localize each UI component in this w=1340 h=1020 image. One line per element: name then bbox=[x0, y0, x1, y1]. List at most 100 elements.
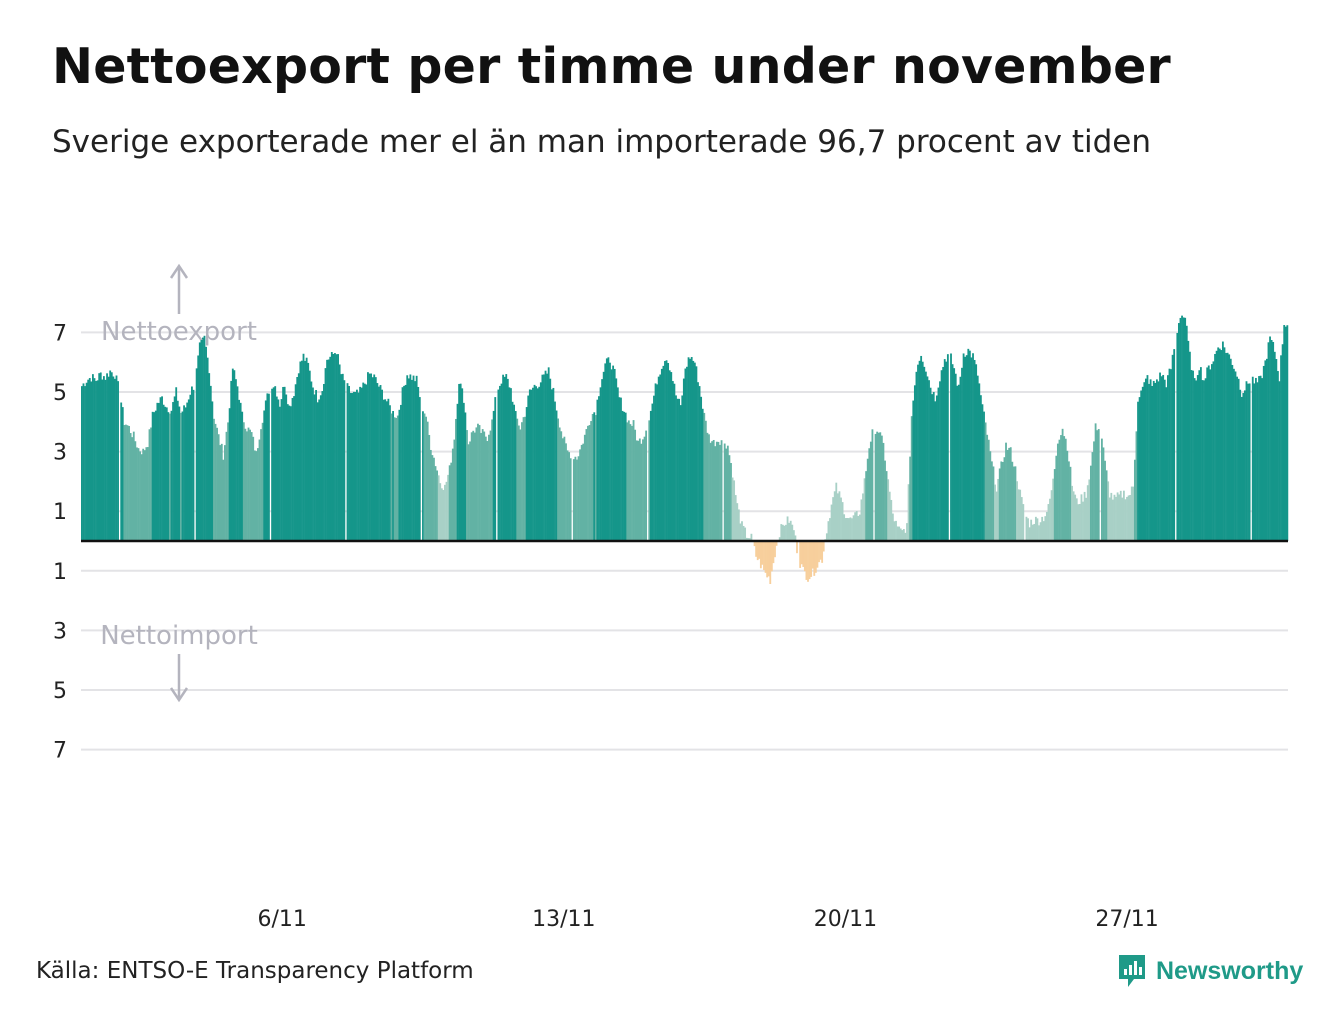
bar bbox=[1258, 376, 1260, 541]
bar bbox=[599, 387, 602, 541]
bar bbox=[1001, 462, 1004, 541]
bar bbox=[1232, 368, 1235, 541]
bar bbox=[352, 391, 355, 541]
bar bbox=[1006, 449, 1009, 541]
bar bbox=[536, 388, 539, 541]
bar bbox=[1107, 481, 1110, 541]
bar bbox=[385, 401, 388, 541]
bar bbox=[1261, 378, 1264, 541]
bar bbox=[587, 425, 589, 541]
bar bbox=[990, 461, 993, 541]
bar bbox=[550, 389, 553, 541]
bar bbox=[261, 422, 264, 541]
bar bbox=[258, 439, 261, 541]
bar bbox=[1049, 498, 1051, 541]
bar bbox=[92, 374, 94, 541]
bar bbox=[995, 491, 998, 541]
bar bbox=[1093, 441, 1095, 541]
bar bbox=[316, 402, 319, 541]
bar bbox=[445, 481, 448, 541]
bar bbox=[852, 515, 855, 541]
bar bbox=[1210, 364, 1213, 541]
bar bbox=[1053, 469, 1056, 541]
bar bbox=[939, 381, 941, 541]
bar bbox=[682, 378, 685, 541]
bar bbox=[290, 406, 292, 541]
bar bbox=[621, 410, 624, 541]
bar bbox=[1209, 369, 1212, 541]
bar bbox=[785, 524, 787, 541]
bar bbox=[629, 424, 632, 541]
bar bbox=[1226, 352, 1229, 541]
bar bbox=[294, 384, 297, 541]
bar bbox=[638, 438, 641, 541]
bar bbox=[1124, 499, 1127, 541]
bar bbox=[266, 393, 269, 541]
bar bbox=[381, 389, 383, 541]
bar bbox=[1275, 359, 1278, 541]
bar bbox=[803, 541, 806, 572]
bar bbox=[642, 439, 644, 541]
bar bbox=[428, 434, 431, 541]
bar bbox=[665, 360, 668, 541]
bar bbox=[1016, 481, 1018, 541]
bar bbox=[407, 378, 410, 541]
bar bbox=[973, 359, 976, 541]
bar bbox=[275, 396, 278, 541]
bar bbox=[93, 378, 96, 541]
bar bbox=[1105, 470, 1108, 541]
bar bbox=[970, 357, 973, 541]
brand-logo[interactable]: Newsworthy bbox=[1116, 952, 1303, 990]
bar bbox=[1207, 365, 1210, 541]
bar bbox=[807, 541, 809, 582]
bar bbox=[987, 439, 990, 541]
bar bbox=[257, 448, 259, 541]
bar bbox=[741, 521, 743, 541]
bar bbox=[1217, 347, 1220, 541]
bar bbox=[368, 373, 371, 541]
bar bbox=[106, 373, 108, 541]
bar bbox=[693, 362, 696, 541]
bar bbox=[1259, 375, 1262, 541]
bar bbox=[794, 535, 797, 541]
bar bbox=[1126, 496, 1128, 541]
bar bbox=[403, 385, 405, 541]
bar bbox=[945, 361, 948, 541]
bar bbox=[899, 528, 902, 541]
bar bbox=[725, 448, 728, 541]
bar bbox=[1240, 396, 1243, 541]
y-tick-label: 1 bbox=[53, 500, 67, 525]
bar bbox=[1215, 350, 1218, 541]
bar bbox=[1140, 390, 1143, 541]
bar bbox=[453, 439, 456, 541]
bar bbox=[244, 428, 247, 541]
bar bbox=[1137, 401, 1139, 541]
bar bbox=[854, 512, 857, 541]
bar bbox=[835, 482, 838, 541]
bar bbox=[132, 431, 135, 541]
bar bbox=[572, 459, 575, 541]
bar bbox=[1066, 450, 1069, 541]
bar bbox=[1111, 499, 1114, 541]
bar bbox=[115, 375, 118, 541]
bar bbox=[976, 375, 979, 541]
bar bbox=[983, 411, 985, 541]
bar bbox=[299, 361, 302, 541]
bar bbox=[154, 410, 157, 541]
bar bbox=[1135, 431, 1138, 541]
bar bbox=[125, 424, 127, 541]
bar bbox=[1097, 429, 1100, 541]
bar bbox=[1075, 498, 1078, 541]
bar bbox=[546, 373, 549, 541]
bar bbox=[860, 499, 863, 541]
bar bbox=[783, 525, 786, 541]
bar bbox=[191, 386, 193, 541]
bar bbox=[387, 398, 390, 541]
bar bbox=[759, 541, 762, 569]
bar bbox=[799, 541, 802, 568]
bar bbox=[1206, 367, 1209, 541]
bar bbox=[910, 416, 913, 541]
bar bbox=[1118, 494, 1121, 541]
bar bbox=[1038, 525, 1040, 541]
bar bbox=[378, 386, 380, 541]
